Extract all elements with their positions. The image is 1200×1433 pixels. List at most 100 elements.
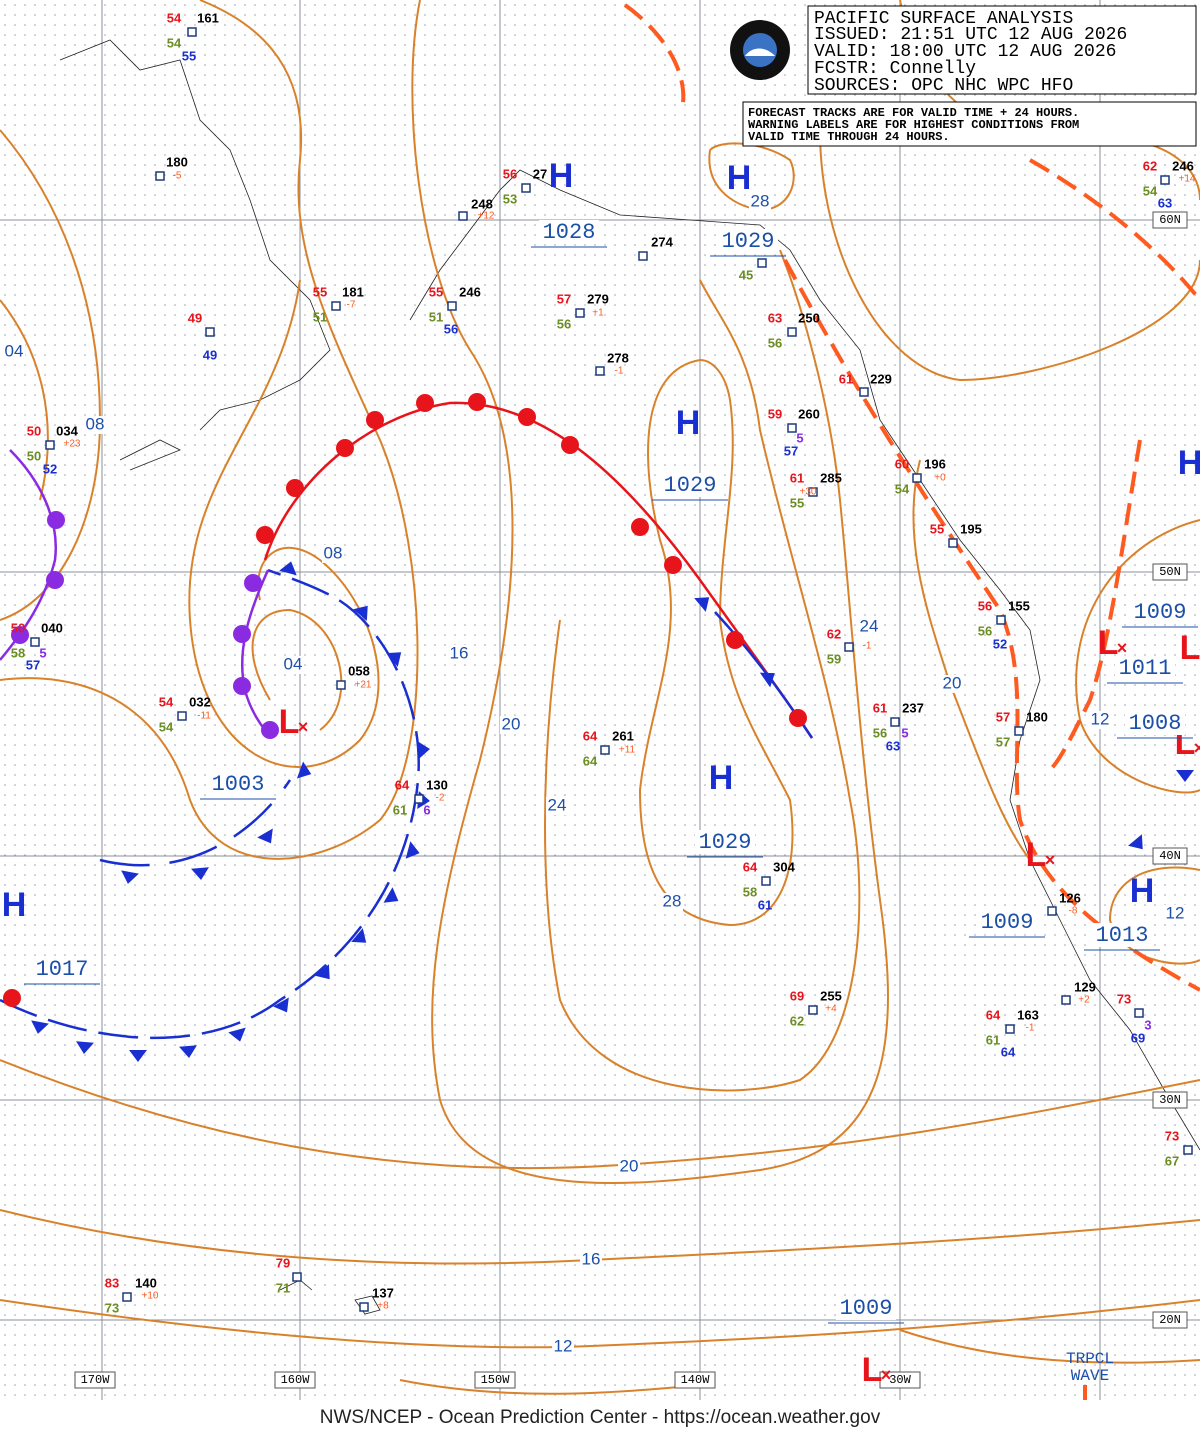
station-sea-temperature: 56 <box>444 321 458 336</box>
station-dewpoint: 61 <box>986 1032 1000 1047</box>
station-pressure: 181 <box>342 284 364 299</box>
station-pressure: 040 <box>41 620 63 635</box>
station-tendency: -7 <box>347 300 356 311</box>
note-line: WARNING LABELS ARE FOR HIGHEST CONDITION… <box>748 118 1079 132</box>
station-temperature: 59 <box>768 406 782 421</box>
isobar-label: 12 <box>1166 903 1185 922</box>
isobar-label: 12 <box>1091 709 1110 728</box>
station-sea-temperature: 52 <box>43 461 57 476</box>
high-center: H <box>709 759 734 797</box>
isobar-label-bg <box>3 343 25 361</box>
isobar-label: 12 <box>554 1336 573 1355</box>
lat-label-box <box>1152 1091 1188 1109</box>
station-temperature: 64 <box>395 777 410 792</box>
station-dewpoint: 71 <box>276 1280 290 1295</box>
station-pressure: 129 <box>1074 979 1096 994</box>
isobar-label-bg <box>84 416 106 434</box>
station-marker <box>912 473 922 483</box>
station-temperature: 55 <box>313 284 327 299</box>
station-pressure: 126 <box>1059 890 1081 905</box>
station-dewpoint: 45 <box>739 267 753 282</box>
station-marker <box>757 258 767 268</box>
station-pressure: 163 <box>1017 1007 1039 1022</box>
station-pressure: 180 <box>1026 709 1048 724</box>
station-marker <box>1047 906 1057 916</box>
station-dewpoint: 55 <box>790 495 804 510</box>
front-symbol <box>31 1020 49 1034</box>
isobar-label-bg <box>322 545 344 563</box>
front-symbol <box>46 571 64 589</box>
station-tendency: +21 <box>355 680 372 691</box>
station-marker <box>331 301 341 311</box>
isobar-label-bg <box>282 656 304 674</box>
pressure-value: 1008 <box>1129 711 1182 736</box>
lat-label-box <box>1152 847 1188 865</box>
pressure-value-bg <box>539 220 599 244</box>
station-marker <box>595 366 605 376</box>
station-marker <box>30 637 40 647</box>
station-pressure: 195 <box>960 521 982 536</box>
station-tendency: +4 <box>825 1004 837 1015</box>
station-temperature: 61 <box>839 371 853 386</box>
pressure-value-bg <box>660 473 720 497</box>
station-sea-temperature: 63 <box>886 738 900 753</box>
station-dewpoint: 57 <box>996 734 1010 749</box>
front-symbol <box>273 997 289 1013</box>
low-marker: × <box>1117 638 1128 658</box>
pressure-value: 1009 <box>840 1296 893 1321</box>
pressure-value-bg <box>32 957 92 981</box>
latitude-label: 50N <box>1159 565 1181 579</box>
lon-label-box <box>274 1371 316 1389</box>
station-tendency: -2 <box>436 793 445 804</box>
station-pressure: 034 <box>56 423 78 438</box>
isobar-label-bg <box>618 1158 640 1176</box>
low-center: L <box>862 1351 883 1389</box>
isobar-label: 08 <box>324 543 343 562</box>
front-symbol <box>233 625 251 643</box>
front-symbol <box>191 867 209 880</box>
station-dewpoint: 62 <box>790 1013 804 1028</box>
front-symbol <box>11 626 29 644</box>
station-pressure: 279 <box>587 291 609 306</box>
isobar-label: 24 <box>860 616 879 635</box>
front-symbol <box>416 394 434 412</box>
station-marker <box>808 487 818 497</box>
longitude-label: 160W <box>281 1373 311 1387</box>
station-marker <box>948 538 958 548</box>
station-pressure: 250 <box>798 310 820 325</box>
isobar-label: 16 <box>582 1249 601 1268</box>
longitude-label: 140W <box>681 1373 711 1387</box>
station-sea-temperature: 57 <box>26 657 40 672</box>
lon-label-box <box>879 1371 921 1389</box>
front-symbol <box>386 652 402 667</box>
station-temperature: 57 <box>557 291 571 306</box>
station-marker <box>844 642 854 652</box>
front-symbol <box>518 408 536 426</box>
lon-label-box <box>74 1371 116 1389</box>
front-symbol <box>1176 770 1194 782</box>
station-dewpoint: 54 <box>159 719 174 734</box>
front-symbol <box>417 741 430 759</box>
station-dewpoint: 58 <box>743 884 757 899</box>
station-temperature: 62 <box>1143 158 1157 173</box>
front-symbol <box>789 709 807 727</box>
station-marker <box>414 794 424 804</box>
front-symbol <box>279 561 297 576</box>
front-symbol <box>1128 834 1143 850</box>
isobar-label: 08 <box>86 414 105 433</box>
header-box <box>807 5 1197 95</box>
station-temperature: 73 <box>1117 991 1131 1006</box>
dot-grid <box>0 0 1200 1400</box>
station-pressure: 246 <box>1172 158 1194 173</box>
latitude-label: 20N <box>1159 1313 1181 1327</box>
front-symbol <box>759 672 775 688</box>
isobar-label-bg <box>552 1338 574 1356</box>
isobar-label-bg <box>1164 905 1186 923</box>
station-temperature: 56 <box>978 598 992 613</box>
front-symbol <box>47 511 65 529</box>
low-center: L <box>1180 629 1200 667</box>
station-pressure: 180 <box>166 154 188 169</box>
station-dewpoint: 51 <box>313 309 327 324</box>
high-center: H <box>1178 444 1200 482</box>
